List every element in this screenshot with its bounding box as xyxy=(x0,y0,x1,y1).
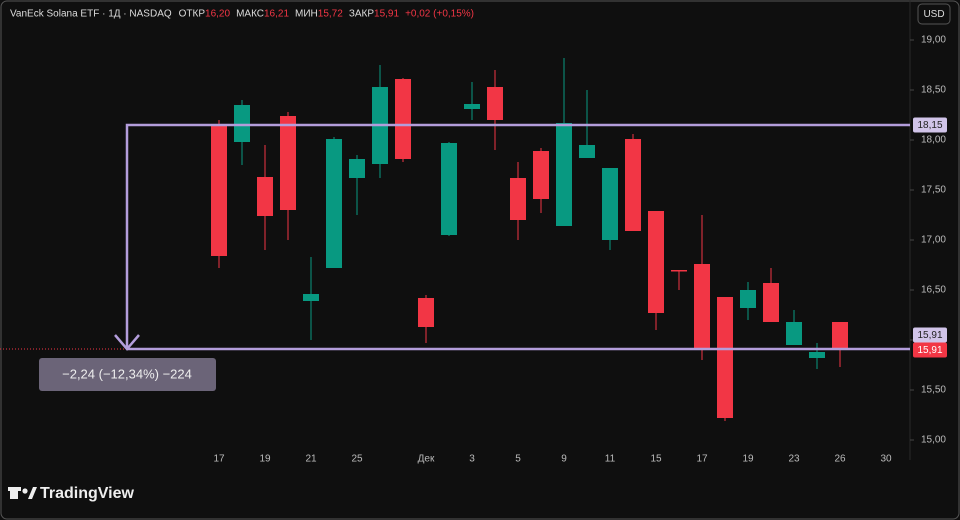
candle-body xyxy=(418,298,434,327)
measure-end-tag: 15,91 xyxy=(917,330,942,341)
candle-body xyxy=(349,159,365,178)
candle-body xyxy=(717,297,733,418)
field-label: МАКС xyxy=(236,9,264,20)
last-price-tag-bg xyxy=(913,342,947,358)
logo-mark xyxy=(10,487,18,499)
candle-body xyxy=(510,178,526,220)
x-tick-label: 17 xyxy=(696,454,708,465)
y-tick-label: 17,50 xyxy=(921,185,946,196)
x-tick-label: 21 xyxy=(305,454,317,465)
x-tick-label: 5 xyxy=(515,454,521,465)
field-value: 15,91 xyxy=(374,9,399,20)
candle-body xyxy=(533,151,549,199)
measure-box xyxy=(39,358,216,391)
y-tick-label: 18,50 xyxy=(921,85,946,96)
field-label: МИН xyxy=(295,9,318,20)
measure-line xyxy=(125,123,910,349)
field-value: 16,21 xyxy=(264,9,289,20)
header: VanEck Solana ETF · 1Д · NASDAQ ОТКР 16,20… xyxy=(10,9,474,20)
candle-body xyxy=(740,290,756,308)
x-tick-label: 9 xyxy=(561,454,567,465)
y-tick-label: 17,00 xyxy=(921,235,946,246)
candle-body xyxy=(602,168,618,240)
measure-text: −2,24 (−12,34%) −224 xyxy=(62,366,192,381)
measure-start-tag: 18,15 xyxy=(917,120,942,131)
candle-body xyxy=(464,104,480,109)
field-label: ОТКР xyxy=(179,9,206,20)
currency-button[interactable] xyxy=(917,3,951,25)
logo xyxy=(8,487,37,499)
symbol: VanEck Solana ETF · 1Д · NASDAQ xyxy=(10,9,172,20)
x-tick-label: 3 xyxy=(469,454,475,465)
candle-body xyxy=(648,211,664,313)
y-tick-label: 15,00 xyxy=(921,435,946,446)
candle-body xyxy=(257,177,273,216)
candle-body xyxy=(441,143,457,235)
candle-body xyxy=(786,322,802,345)
x-tick-label: 17 xyxy=(213,454,225,465)
y-tick-label: 18,00 xyxy=(921,135,946,146)
field-label: ЗАКР xyxy=(349,9,375,20)
x-tick-label: 19 xyxy=(742,454,754,465)
candle-body xyxy=(211,126,227,256)
candle-body xyxy=(556,123,572,226)
candle-body xyxy=(671,270,687,272)
measure-start-tag-bg xyxy=(913,117,947,133)
y-tick-label: 15,50 xyxy=(921,385,946,396)
candle-body xyxy=(303,294,319,301)
y-tick-label: 16,50 xyxy=(921,285,946,296)
last-price-tag: 15,91 xyxy=(917,345,942,356)
logo-mark xyxy=(22,488,28,494)
currency[interactable]: USD xyxy=(923,9,944,20)
y-tick-label: 19,00 xyxy=(921,35,946,46)
x-tick-label: 11 xyxy=(605,454,616,465)
x-tick-label: 15 xyxy=(650,454,662,465)
field-value: 15,72 xyxy=(318,9,343,20)
measure-arrow xyxy=(114,334,140,351)
candle-body xyxy=(694,264,710,348)
candle-body xyxy=(579,145,595,158)
x-tick-label: 26 xyxy=(834,454,846,465)
x-tick-label: Дек xyxy=(418,454,435,465)
change: +0,02 (+0,15%) xyxy=(405,9,474,20)
field-value: 16,20 xyxy=(205,9,230,20)
candle-body xyxy=(832,322,848,349)
x-tick-label: 25 xyxy=(351,454,363,465)
brand: TradingView xyxy=(40,485,135,502)
candle-body xyxy=(395,79,411,159)
candle-body xyxy=(326,139,342,268)
x-tick-label: 19 xyxy=(259,454,271,465)
measure-end-tag-bg xyxy=(913,327,947,343)
logo-mark xyxy=(8,487,21,491)
x-tick-label: 23 xyxy=(788,454,800,465)
candle-body xyxy=(234,105,250,142)
candle-body xyxy=(809,352,825,358)
candle-body xyxy=(280,116,296,210)
candle-body xyxy=(763,283,779,322)
candle-body xyxy=(625,139,641,231)
logo-mark xyxy=(28,487,37,499)
x-tick-label: 30 xyxy=(880,454,892,465)
candle-body xyxy=(487,87,503,120)
